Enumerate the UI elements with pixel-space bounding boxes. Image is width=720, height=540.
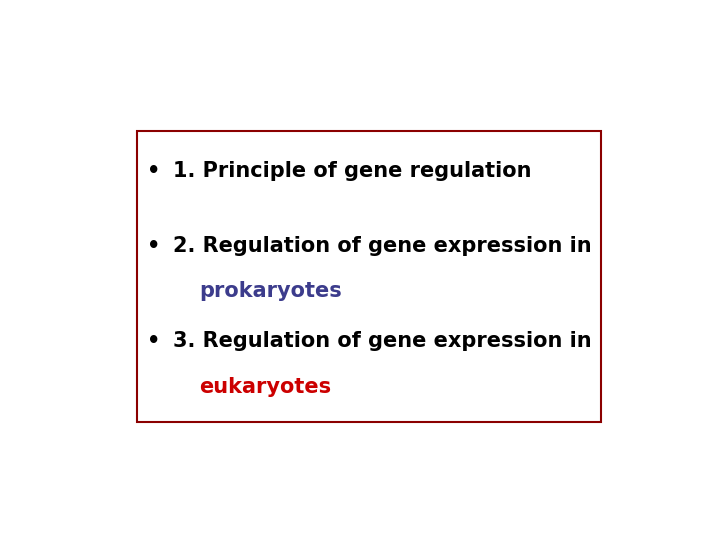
- Text: •: •: [148, 235, 161, 255]
- Text: •: •: [148, 332, 161, 352]
- Text: 2. Regulation of gene expression in: 2. Regulation of gene expression in: [173, 235, 591, 255]
- FancyBboxPatch shape: [138, 131, 600, 422]
- Text: prokaryotes: prokaryotes: [199, 281, 341, 301]
- Text: 3. Regulation of gene expression in: 3. Regulation of gene expression in: [173, 332, 591, 352]
- Text: •: •: [148, 161, 161, 181]
- Text: eukaryotes: eukaryotes: [199, 377, 331, 397]
- Text: 1. Principle of gene regulation: 1. Principle of gene regulation: [173, 161, 531, 181]
